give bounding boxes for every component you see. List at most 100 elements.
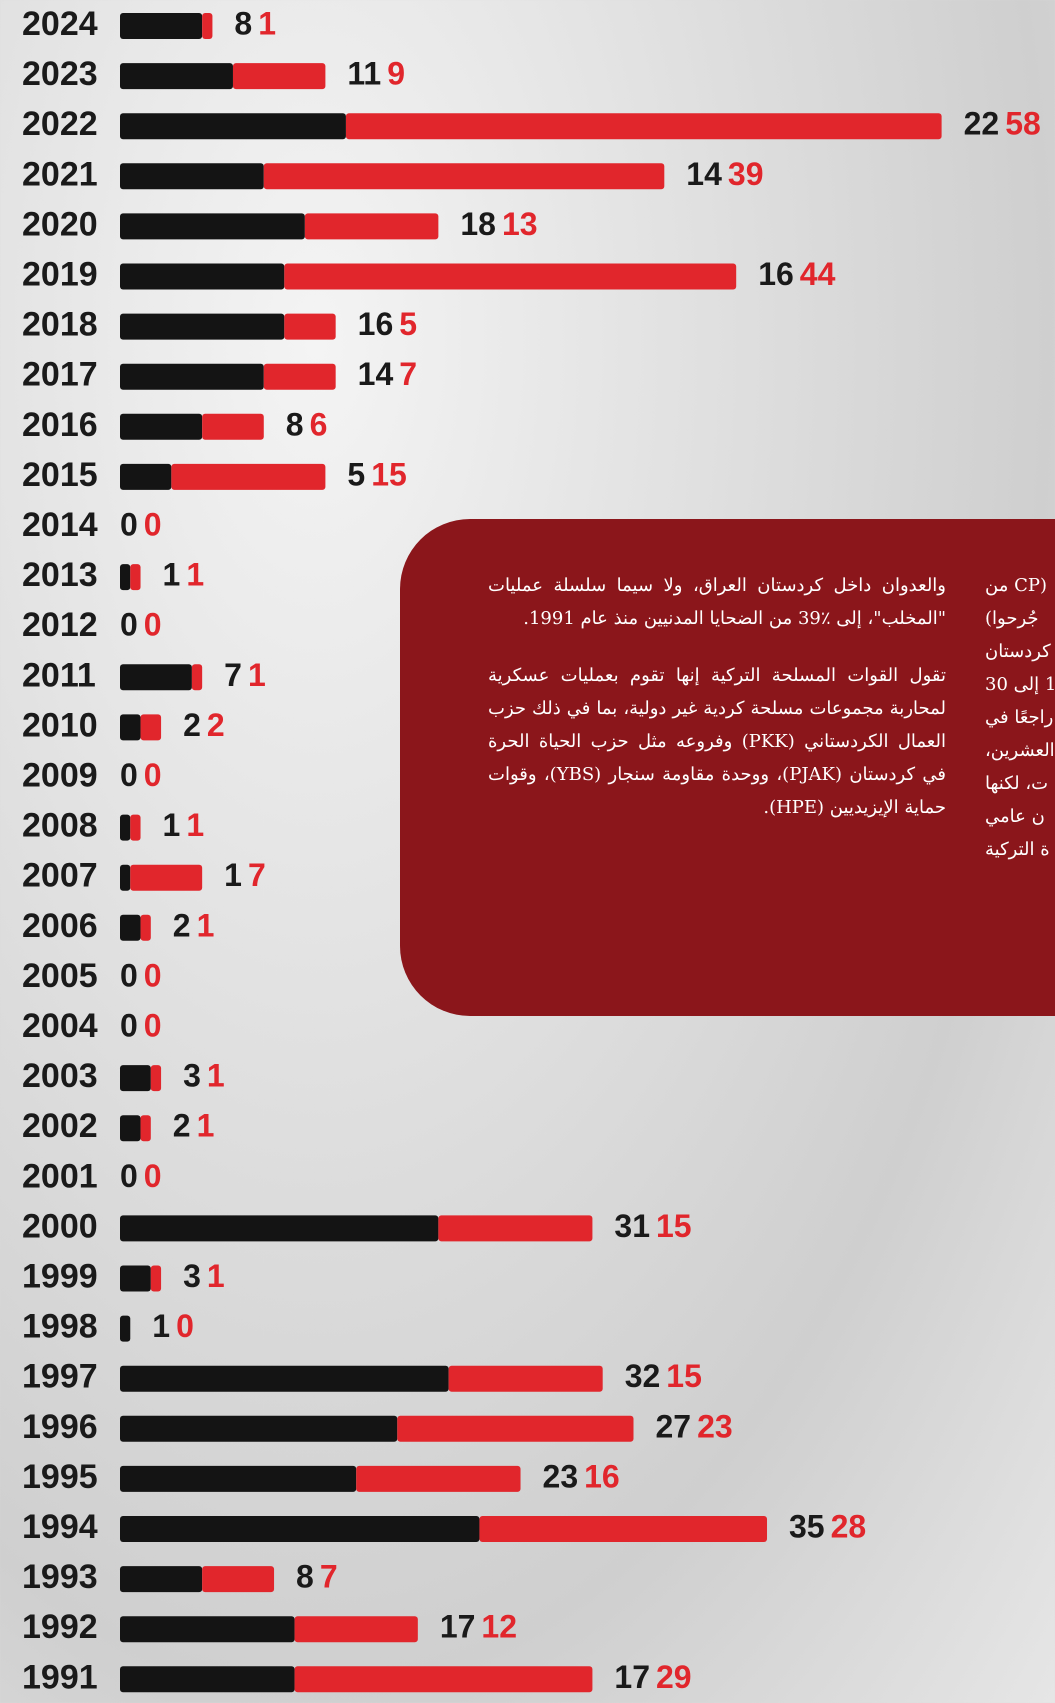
bar-segment <box>120 1666 295 1693</box>
value-label: 0 <box>120 607 138 643</box>
year-label: 1992 <box>22 1608 98 1646</box>
value-label: 16 <box>758 256 794 292</box>
year-label: 2015 <box>22 456 98 494</box>
paragraph: والعدوان داخل كردستان العراق، ولا سيما س… <box>488 575 946 629</box>
bar-segment <box>130 864 203 891</box>
value-label: 1 <box>248 657 266 693</box>
value-label: 2 <box>173 1108 191 1144</box>
value-label: 7 <box>224 657 242 693</box>
value-label: 1 <box>207 1058 225 1094</box>
text-box: والعدوان داخل كردستان العراق، ولا سيما س… <box>400 519 1055 1016</box>
year-label: 1998 <box>22 1308 98 1346</box>
year-label: 2016 <box>22 406 98 444</box>
bar-segment <box>130 814 141 841</box>
bar-segment <box>479 1516 768 1542</box>
value-label: 12 <box>481 1609 517 1645</box>
value-label: 0 <box>144 1158 162 1194</box>
value-label: 23 <box>697 1408 733 1444</box>
bar-segment <box>120 864 131 891</box>
value-label: 2 <box>207 707 225 743</box>
bar-segment <box>438 1215 593 1242</box>
bar-segment <box>120 1465 357 1492</box>
year-label: 2001 <box>22 1157 98 1195</box>
bar-segment <box>284 263 737 290</box>
bar-segment <box>120 113 346 140</box>
value-label: 0 <box>120 757 138 793</box>
value-label: 0 <box>144 607 162 643</box>
value-label: 27 <box>656 1408 692 1444</box>
value-label: 11 <box>347 56 381 92</box>
value-label: 28 <box>831 1508 867 1544</box>
year-label: 1995 <box>22 1458 98 1496</box>
value-label: 1 <box>186 557 204 593</box>
bar-segment <box>397 1415 634 1442</box>
value-label: 7 <box>248 857 266 893</box>
value-label: 1 <box>197 907 215 943</box>
year-label: 2021 <box>22 155 98 193</box>
value-label: 44 <box>800 256 836 292</box>
value-label: 9 <box>387 56 405 92</box>
year-label: 2024 <box>22 5 98 43</box>
bar-segment <box>120 664 192 691</box>
value-label: 15 <box>371 456 407 492</box>
value-label: 0 <box>120 1007 138 1043</box>
bar-segment <box>120 1415 398 1442</box>
text-line: 1 إلى 30 <box>985 674 1055 695</box>
bar-segment <box>120 263 285 290</box>
value-label: 18 <box>460 206 496 242</box>
year-label: 2018 <box>22 306 98 344</box>
value-label: 1 <box>207 1258 225 1294</box>
value-label: 1 <box>258 5 276 41</box>
bar-segment <box>191 664 203 691</box>
bar-segment <box>120 914 141 941</box>
value-label: 1 <box>163 807 181 843</box>
bar-segment <box>120 1315 131 1342</box>
bar-segment <box>140 1115 151 1142</box>
value-label: 0 <box>144 757 162 793</box>
value-label: 29 <box>656 1659 692 1695</box>
bar-segment <box>120 163 264 190</box>
year-label: 1996 <box>22 1408 98 1446</box>
value-label: 31 <box>614 1208 650 1244</box>
bar-segment <box>448 1365 603 1392</box>
value-label: 1 <box>186 807 204 843</box>
bar-segment <box>120 564 131 591</box>
bar-segment <box>263 363 336 390</box>
year-label: 2010 <box>22 706 98 744</box>
value-label: 3 <box>183 1258 201 1294</box>
bar-segment <box>304 213 439 240</box>
bar-segment <box>202 413 264 440</box>
value-label: 1 <box>224 857 242 893</box>
value-label: 2 <box>173 907 191 943</box>
bar-segment <box>120 63 233 90</box>
bar-segment <box>140 714 162 741</box>
year-label: 2012 <box>22 606 98 644</box>
bar-segment <box>120 1115 141 1142</box>
value-label: 8 <box>286 406 304 442</box>
bar-segment <box>120 413 203 440</box>
bar-segment <box>284 313 336 340</box>
value-label: 13 <box>502 206 538 242</box>
value-label: 39 <box>728 156 764 192</box>
bar-segment <box>120 463 172 490</box>
year-label: 2020 <box>22 205 98 243</box>
value-label: 2 <box>183 707 201 743</box>
value-label: 35 <box>789 1508 825 1544</box>
bar-segment <box>150 1065 162 1092</box>
value-label: 0 <box>144 957 162 993</box>
value-label: 0 <box>120 1158 138 1194</box>
year-label: 2002 <box>22 1107 98 1145</box>
value-label: 5 <box>399 306 417 342</box>
bar-segment <box>202 13 213 39</box>
clipped-text-column: (CP من جُرحوا) كردستان 1 إلى 30 راجعًا في الع… <box>985 569 1055 866</box>
year-label: 2017 <box>22 356 98 394</box>
bar-segment <box>120 1065 151 1092</box>
bar-segment <box>345 113 942 140</box>
value-label: 3 <box>183 1058 201 1094</box>
year-label: 2013 <box>22 556 98 594</box>
value-label: 32 <box>625 1358 661 1394</box>
value-label: 58 <box>1005 106 1041 142</box>
value-label: 15 <box>666 1358 702 1394</box>
bar-segment <box>120 313 285 340</box>
